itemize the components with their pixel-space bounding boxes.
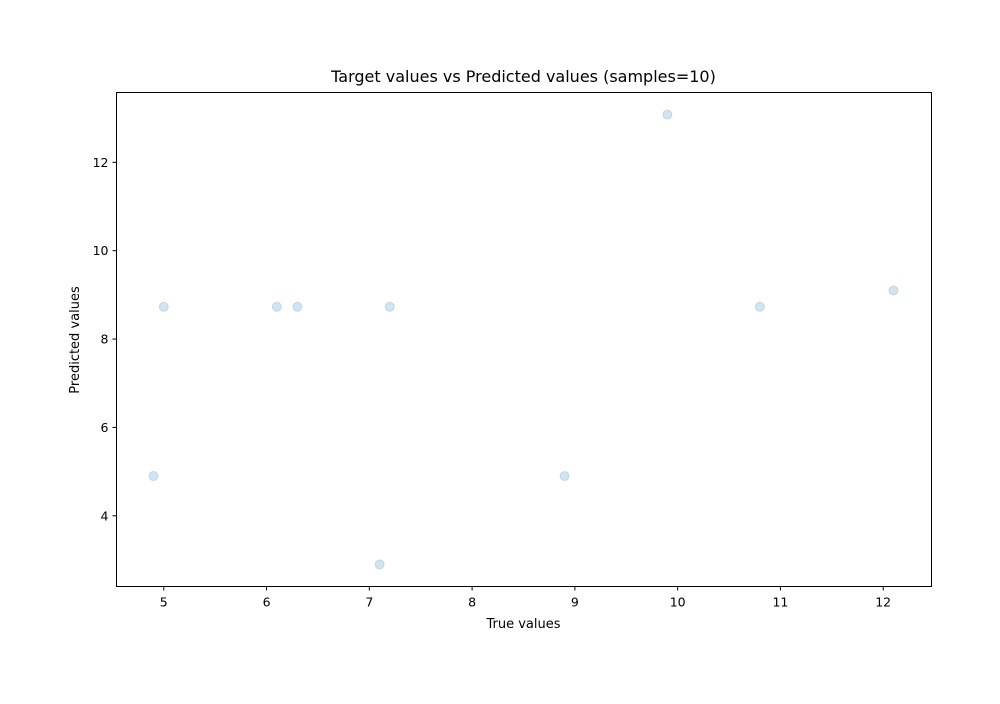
scatter-point-5 bbox=[374, 559, 385, 570]
x-tick-label: 12 bbox=[875, 595, 891, 610]
y-axis-label: Predicted values bbox=[68, 286, 83, 394]
x-tick-label: 9 bbox=[571, 595, 579, 610]
scatter-point-3 bbox=[271, 301, 282, 312]
x-axis-ticks: 5 6 7 8 9 10 11 12 bbox=[160, 586, 891, 610]
plot-area-frame bbox=[116, 92, 932, 587]
x-tick-label: 6 bbox=[263, 595, 271, 610]
x-tick-label: 8 bbox=[468, 595, 476, 610]
x-tick-label: 10 bbox=[670, 595, 686, 610]
x-axis-label: True values bbox=[485, 617, 560, 632]
points-layer bbox=[148, 109, 899, 570]
x-tick-label: 7 bbox=[365, 595, 373, 610]
chart-title: Target values vs Predicted values (sampl… bbox=[330, 67, 716, 86]
scatter-point-1 bbox=[148, 471, 159, 482]
scatter-point-8 bbox=[662, 109, 673, 120]
y-tick-label: 4 bbox=[101, 508, 109, 523]
x-tick-label: 11 bbox=[772, 595, 788, 610]
scatter-point-7 bbox=[559, 471, 570, 482]
scatter-point-6 bbox=[384, 301, 395, 312]
scatter-point-9 bbox=[754, 301, 765, 312]
y-tick-label: 12 bbox=[93, 155, 109, 170]
scatter-point-2 bbox=[158, 301, 169, 312]
scatter-point-10 bbox=[888, 285, 899, 296]
x-tick-label: 5 bbox=[160, 595, 168, 610]
scatter-point-4 bbox=[292, 301, 303, 312]
y-tick-label: 6 bbox=[101, 420, 109, 435]
y-tick-label: 8 bbox=[101, 332, 109, 347]
y-tick-label: 10 bbox=[93, 243, 109, 258]
y-axis-ticks: 4 6 8 10 12 bbox=[93, 155, 117, 523]
